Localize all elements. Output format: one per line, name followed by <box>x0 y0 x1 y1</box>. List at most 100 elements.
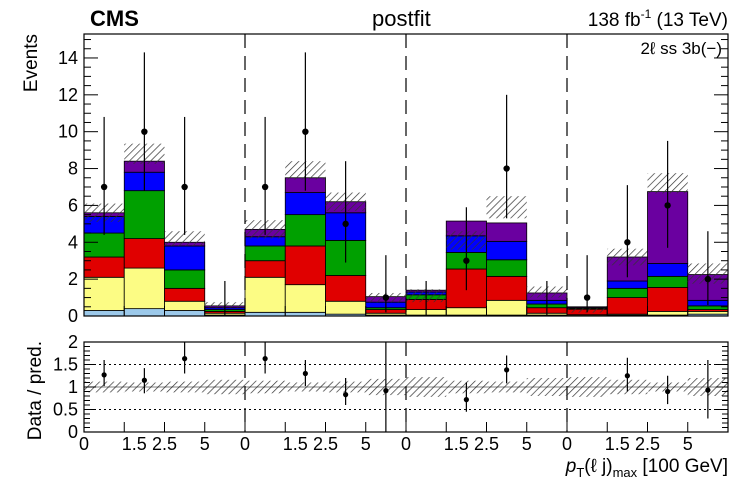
bar-blue-13 <box>606 280 648 289</box>
bar-blue-5 <box>284 192 326 216</box>
bar-green-14 <box>647 275 689 288</box>
lumi-value: 138 fb <box>588 10 641 31</box>
data-point-9 <box>463 257 470 264</box>
y-tick-label: 0 <box>68 306 78 326</box>
bar-green-2 <box>164 269 206 289</box>
lumi-label: 138 fb-1 (13 TeV) <box>588 7 728 31</box>
bar-yellow-0 <box>83 276 125 311</box>
y-tick-label: 14 <box>58 48 78 68</box>
main-panel: 0 2 4 6 8 10 12 14 <box>58 33 729 326</box>
x-axis-label-unit: [100 GeV] <box>637 456 728 477</box>
bar-yellow-6 <box>325 300 367 315</box>
bar-lightblue-2 <box>164 310 206 317</box>
x-tick-label: 0 <box>401 434 411 454</box>
data-point-10 <box>503 165 510 172</box>
data-point-2 <box>181 183 188 191</box>
x-tick-label: 2.5 <box>152 434 177 454</box>
ratio-point-2 <box>182 356 188 362</box>
x-tick-label: 5 <box>200 434 210 454</box>
bar-green-5 <box>284 214 326 247</box>
bar-yellow-4 <box>244 276 286 313</box>
bar-green-1 <box>123 190 165 239</box>
ratio-point-5 <box>302 370 308 377</box>
x-tick-label: 5 <box>683 434 693 454</box>
bar-blue-10 <box>486 240 528 261</box>
data-point-12 <box>583 294 591 301</box>
ratio-point-7 <box>383 388 389 394</box>
bar-red-14 <box>647 287 689 312</box>
bar-green-13 <box>606 287 648 298</box>
bar-red-4 <box>244 260 286 278</box>
y-axis-label: Events <box>21 34 42 92</box>
bar-yellow-5 <box>284 284 326 313</box>
bar-red-1 <box>123 238 165 269</box>
bar-red-10 <box>486 275 528 301</box>
data-point-4 <box>261 183 269 191</box>
region-label: 2ℓ ss 3b(−) <box>640 39 722 58</box>
bar-red-2 <box>164 287 206 302</box>
data-point-13 <box>624 239 631 246</box>
bar-green-10 <box>486 259 528 277</box>
uncertainty-band-2 <box>164 231 205 246</box>
bar-blue-14 <box>647 263 689 277</box>
data-point-15 <box>704 275 712 283</box>
ratio-point-14 <box>665 388 671 395</box>
ratio-y-axis-label: Data / pred. <box>25 341 46 440</box>
y-tick-label: 4 <box>68 232 78 252</box>
x-tick-label: 0 <box>562 434 572 454</box>
bar-red-5 <box>284 245 326 286</box>
data-point-14 <box>664 202 671 209</box>
bar-red-6 <box>325 275 367 302</box>
ratio-point-1 <box>141 377 147 383</box>
bar-blue-2 <box>164 245 206 271</box>
ratio-y-tick-label: 0 <box>68 422 78 442</box>
x-axis-label-mid: (ℓ j) <box>584 456 612 477</box>
lumi-energy: (13 TeV) <box>651 10 728 31</box>
y-tick-label: 12 <box>58 85 78 105</box>
x-axis-label: pT(ℓ j)max [100 GeV] <box>565 456 728 479</box>
ratio-point-0 <box>101 372 107 378</box>
bar-yellow-1 <box>123 267 165 310</box>
x-tick-label: 2.5 <box>474 434 499 454</box>
ratio-point-6 <box>343 392 349 398</box>
x-tick-label: 1.5 <box>283 434 308 454</box>
data-point-0 <box>100 183 108 191</box>
bar-yellow-2 <box>164 300 206 311</box>
data-point-1 <box>141 128 148 135</box>
ratio-y-tick-label: 1.5 <box>53 355 78 375</box>
x-tick-label: 2.5 <box>635 434 660 454</box>
y-tick-label: 6 <box>68 195 78 215</box>
bar-yellow-9 <box>445 307 487 316</box>
x-axis-label-sub: T <box>576 465 584 479</box>
x-tick-label: 1.5 <box>444 434 469 454</box>
ratio-y-tick-label: 0.5 <box>53 400 78 420</box>
bar-lightblue-1 <box>123 308 165 317</box>
ratio-y-tick-label: 2 <box>68 332 78 352</box>
ratio-point-10 <box>504 367 510 373</box>
data-point-5 <box>302 128 309 135</box>
ratio-panel: 00.511.520 1.5 2.5 5 0 1.5 2.5 5 0 1.5 2.5 5 0 1.5 2.5… <box>53 332 729 454</box>
bar-green-0 <box>83 232 125 258</box>
x-tick-label: 1.5 <box>122 434 147 454</box>
ratio-point-15 <box>705 387 711 393</box>
data-point-6 <box>342 220 349 228</box>
bar-yellow-10 <box>486 299 528 316</box>
x-tick-label: 0 <box>79 434 89 454</box>
data-point-7 <box>382 294 390 301</box>
x-tick-label: 5 <box>522 434 532 454</box>
bar-yellow-15 <box>687 310 729 315</box>
experiment-label: CMS <box>90 6 139 31</box>
bar-red-13 <box>606 297 648 315</box>
ratio-point-4 <box>262 356 268 362</box>
lumi-exponent: -1 <box>641 7 652 21</box>
bar-purple-10 <box>486 222 528 242</box>
y-tick-label: 8 <box>68 159 78 179</box>
ratio-point-13 <box>624 373 630 379</box>
bar-yellow-14 <box>647 310 689 316</box>
x-axis-label-sub2: max <box>613 465 638 479</box>
x-tick-label: 5 <box>361 434 371 454</box>
x-tick-label: 1.5 <box>605 434 630 454</box>
stage-label: postfit <box>372 6 431 31</box>
bar-green-4 <box>244 245 286 262</box>
